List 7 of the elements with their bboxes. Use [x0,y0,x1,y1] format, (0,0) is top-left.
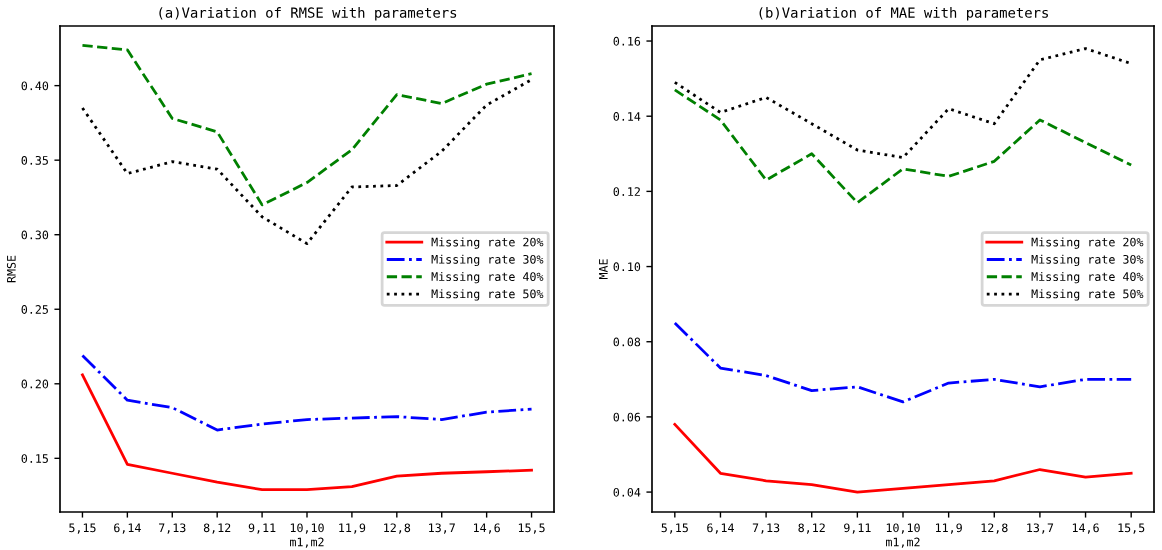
line-series [673,423,1133,494]
line-series [673,47,1133,159]
line-series [81,354,533,432]
line-series [673,88,1133,205]
line-series [81,43,533,207]
line-series [673,321,1133,404]
line-series [81,373,533,492]
